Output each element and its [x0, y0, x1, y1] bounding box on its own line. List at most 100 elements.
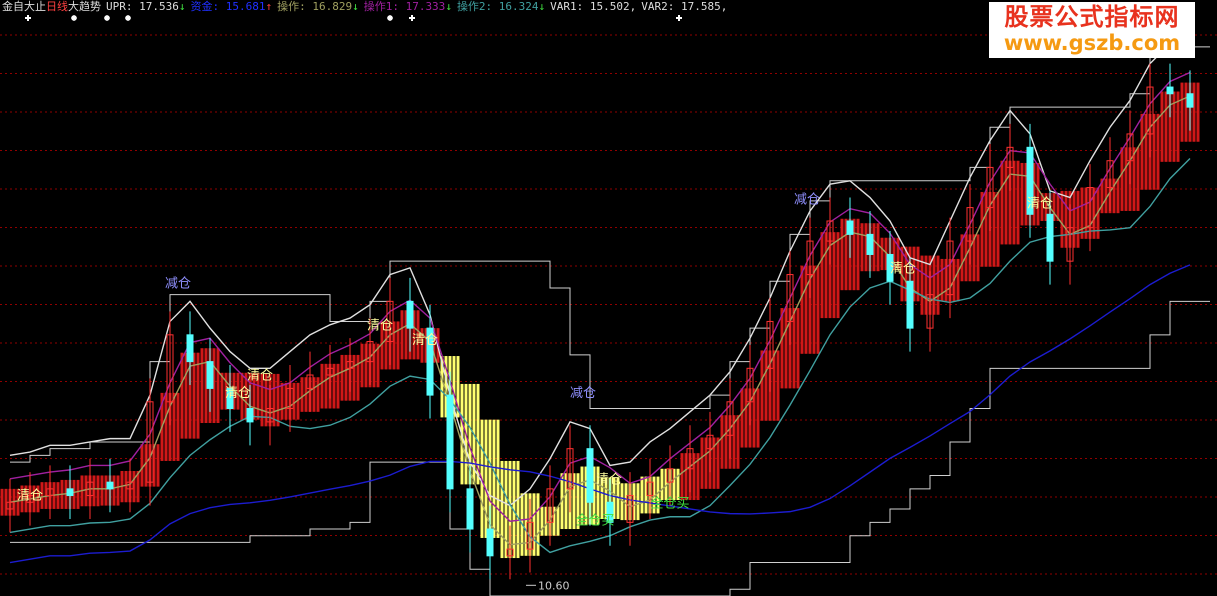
weak-bar — [564, 473, 568, 530]
indicator-name: 大趋势 — [68, 0, 101, 13]
trend-bar — [780, 308, 784, 389]
weak-bar — [616, 477, 620, 519]
candle-body — [446, 394, 454, 490]
candle-body — [106, 481, 114, 490]
legend-item-value: 资金: 15.681 — [190, 0, 266, 13]
trend-bar — [292, 382, 296, 420]
trend-bar — [1112, 178, 1116, 214]
trend-bar — [1152, 113, 1156, 190]
trend-bar — [932, 255, 936, 315]
trend-bar — [96, 475, 100, 507]
trend-bar — [336, 363, 340, 409]
trend-bar — [1140, 113, 1144, 190]
trend-bar — [1156, 113, 1160, 190]
weak-bar — [600, 477, 604, 519]
candle-body — [206, 361, 214, 389]
trend-bar — [1124, 147, 1128, 211]
trend-bar — [392, 321, 396, 370]
lower-step-line — [10, 300, 1210, 596]
trend-bar — [264, 373, 268, 427]
trend-bar — [1076, 190, 1080, 248]
candle-body — [46, 488, 54, 497]
trend-bar — [1052, 193, 1056, 221]
trend-bar — [792, 308, 796, 389]
trend-bar — [104, 475, 108, 506]
weak-bar — [596, 466, 600, 525]
trend-bar — [220, 372, 224, 410]
trend-bar — [1132, 147, 1136, 211]
candle-body — [1066, 227, 1074, 262]
candle-body — [606, 501, 614, 523]
trend-bar — [4, 488, 8, 516]
trend-bar — [204, 348, 208, 424]
candle-body — [726, 401, 734, 436]
signal-label: 清仓 — [247, 369, 273, 384]
candle-body — [666, 468, 674, 483]
signal-label: 减仓 — [794, 193, 820, 208]
trend-bar — [836, 232, 840, 319]
trend-bar — [356, 354, 360, 401]
trend-bar — [20, 485, 24, 513]
weak-bar — [640, 476, 644, 514]
candle-body — [1146, 86, 1154, 135]
trend-bar — [992, 191, 996, 267]
trend-bar — [884, 237, 888, 271]
candle-body — [86, 481, 94, 497]
candle-body — [366, 341, 374, 363]
trend-bar — [1084, 187, 1088, 239]
upper-step-line — [10, 46, 1210, 463]
trend-bar — [1000, 160, 1004, 245]
arrow-down-icon: ↓ — [445, 0, 452, 13]
trend-bar — [424, 328, 428, 363]
trend-bar — [1004, 160, 1008, 245]
trend-bar — [744, 388, 748, 448]
trend-bar — [1164, 91, 1168, 162]
legend-item-value: 操作1: 17.333 — [363, 0, 446, 13]
trend-bar — [808, 265, 812, 354]
low-price-label: 10.60 — [538, 579, 570, 592]
trend-bar — [196, 352, 200, 439]
arrow-down-icon: ↓ — [178, 0, 186, 13]
trend-bar — [760, 350, 764, 421]
candle-body — [686, 448, 694, 470]
candle-body — [1106, 160, 1114, 189]
trend-bar — [136, 470, 140, 503]
arrow-down-icon: ↓ — [352, 0, 359, 13]
candle-body — [926, 294, 934, 329]
trend-bar — [232, 372, 236, 410]
trend-bar — [1012, 160, 1016, 245]
trend-bar — [840, 218, 844, 291]
weak-bar — [672, 468, 676, 501]
signal-label: 全仓买 — [575, 512, 614, 528]
candle-body — [766, 320, 774, 369]
legend-item-value: 操作2: 16.324 — [456, 0, 539, 13]
trend-bar — [332, 363, 336, 409]
trend-bar — [1044, 193, 1048, 221]
candle-body — [246, 407, 254, 423]
trend-bar — [1092, 187, 1096, 239]
weak-bar — [604, 477, 608, 519]
weak-bar — [612, 477, 616, 519]
trend-bar — [140, 444, 144, 487]
trend-bar — [176, 392, 180, 461]
trend-bar — [168, 392, 172, 461]
trend-bar — [756, 388, 760, 448]
weak-bar — [660, 468, 664, 501]
logo-title: 股票公式指标网 — [1004, 3, 1180, 31]
weak-bar — [632, 483, 636, 521]
trend-bar — [296, 382, 300, 420]
signal-label: 清仓 — [596, 472, 622, 487]
trend-bar — [1104, 178, 1108, 214]
candle-body — [646, 481, 654, 497]
weak-bar — [592, 466, 596, 525]
arrow-up-icon: ↑ — [265, 0, 273, 13]
weak-bar — [452, 356, 456, 418]
trend-bar — [980, 191, 984, 267]
trend-bar — [56, 482, 60, 509]
trend-bar — [692, 453, 696, 501]
trend-bar — [936, 255, 940, 315]
signal-label: 清仓 — [367, 318, 393, 333]
candle-body — [166, 334, 174, 403]
weak-bar — [624, 483, 628, 521]
